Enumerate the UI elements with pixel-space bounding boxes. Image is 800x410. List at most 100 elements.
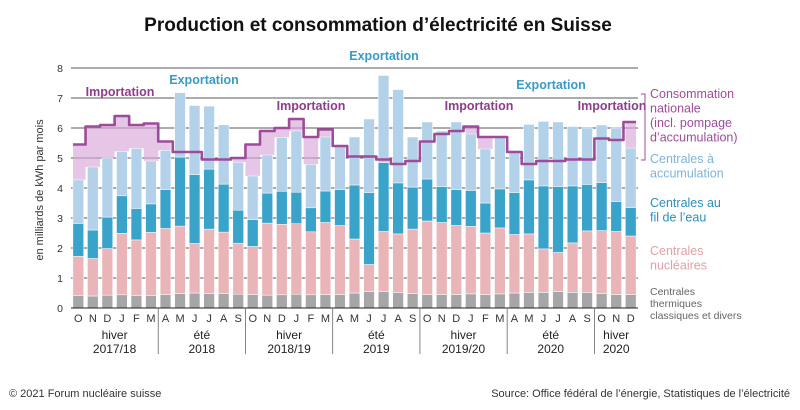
bar-segment: [377, 231, 390, 292]
import-area: [625, 122, 636, 149]
bar-segment: [87, 229, 99, 259]
season-year: 2017/18: [93, 342, 137, 356]
month-label: D: [627, 313, 635, 325]
legend-fil-eau: fil de l’eau: [650, 211, 706, 225]
month-label: S: [235, 313, 242, 325]
bar-segment: [407, 186, 419, 230]
copyright-text: © 2021 Forum nucléaire suisse: [9, 388, 162, 400]
month-label: M: [146, 313, 155, 325]
bar-segment: [566, 126, 579, 187]
bar-segment: [465, 226, 477, 295]
source-text: Source: Office fédéral de l’énergie, Sta…: [491, 388, 790, 400]
legend-consommation: (incl. pompage: [650, 116, 732, 130]
import-annotation: Importation: [578, 99, 647, 113]
bar-segment: [508, 292, 521, 309]
bar-segment: [465, 133, 477, 191]
month-label: N: [438, 313, 446, 325]
bar-segment: [159, 189, 172, 229]
bar-segment: [537, 121, 550, 187]
season-year: 2018: [188, 342, 215, 356]
bar-segment: [625, 235, 637, 295]
season-label: été: [542, 328, 559, 342]
bar-segment: [537, 292, 550, 309]
annotations: ImportationExportationExportationImporta…: [86, 49, 647, 113]
bar-segment: [479, 294, 491, 309]
bar-segment: [247, 175, 259, 220]
bar-segment: [72, 256, 84, 296]
month-label: O: [248, 313, 257, 325]
bar-segment: [116, 294, 128, 309]
bar-segment: [218, 183, 230, 233]
month-label: J: [555, 313, 561, 325]
bar-segment: [203, 293, 215, 309]
bar-segment: [130, 148, 143, 209]
bar-segment: [247, 294, 259, 309]
bar-segment: [596, 124, 608, 183]
legend-accumulation: Centrales à: [650, 152, 714, 166]
bar-segment: [145, 295, 157, 309]
season-label: été: [368, 328, 385, 342]
month-label: D: [278, 313, 286, 325]
bar-segment: [610, 127, 622, 202]
month-label: N: [89, 313, 97, 325]
bar-segment: [101, 294, 113, 309]
bar-segment: [436, 186, 448, 223]
month-label: A: [569, 313, 577, 325]
bar-segment: [145, 160, 157, 205]
export-annotation: Exportation: [169, 73, 238, 87]
legend-thermiques: classiques et divers: [650, 310, 742, 322]
bar-segment: [494, 293, 506, 309]
month-label: F: [482, 313, 489, 325]
bar-segment: [523, 233, 535, 293]
bar-segment: [319, 190, 332, 223]
y-tick-label: 4: [57, 183, 63, 195]
bar-segment: [305, 207, 317, 233]
season-label: hiver: [276, 328, 302, 342]
bar-segment: [261, 294, 273, 309]
bar-segment: [377, 75, 390, 163]
month-label: O: [74, 313, 83, 325]
legend-nucleaires: nucléaires: [650, 259, 707, 273]
bar-segment: [596, 230, 608, 294]
bar-segment: [407, 228, 419, 294]
bar-segment: [319, 222, 332, 295]
bar-segment: [203, 168, 215, 230]
month-label: N: [263, 313, 271, 325]
bar-segment: [188, 105, 201, 175]
bar-segment: [116, 233, 128, 296]
bar-segment: [363, 291, 375, 309]
bar-segment: [203, 228, 215, 294]
bar-segment: [174, 225, 186, 294]
import-annotation: Importation: [86, 85, 155, 99]
legend-consommation: Consommation: [650, 87, 734, 101]
month-label: A: [220, 313, 228, 325]
month-label: S: [409, 313, 416, 325]
bar-segment: [566, 292, 579, 309]
season-label: hiver: [603, 328, 629, 342]
bar-segment: [247, 219, 259, 247]
bar-segment: [261, 154, 273, 194]
bar-segment: [625, 294, 637, 309]
season-label: hiver: [102, 328, 128, 342]
bar-segment: [508, 150, 521, 193]
bar-segment: [319, 136, 332, 192]
bar-segment: [436, 130, 448, 187]
bar-segment: [407, 293, 419, 309]
bar-segment: [218, 293, 230, 309]
bar-segment: [552, 121, 564, 187]
bar-segment: [348, 292, 361, 309]
bar-segment: [610, 231, 622, 295]
y-tick-label: 7: [57, 93, 63, 105]
legend-fil-eau: Centrales au: [650, 196, 721, 210]
month-label: S: [583, 313, 590, 325]
bar-segment: [188, 292, 201, 309]
month-label: J: [366, 313, 372, 325]
bar-segment: [421, 294, 433, 309]
month-label: J: [381, 313, 387, 325]
y-tick-label: 0: [57, 303, 63, 315]
season-year: 2020: [537, 342, 564, 356]
bar-segment: [130, 208, 143, 241]
bar-segment: [290, 293, 302, 309]
bar-segment: [72, 295, 84, 309]
